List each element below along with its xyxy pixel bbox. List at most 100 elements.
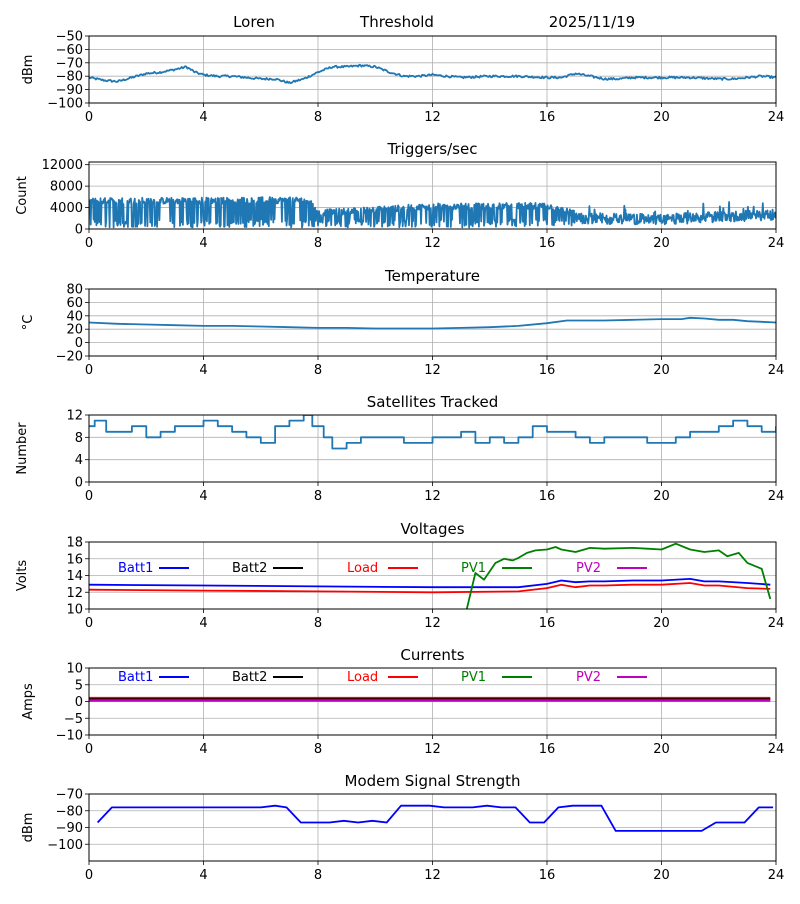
plot-frame [88, 667, 777, 736]
x-tick-label: 0 [85, 110, 93, 125]
x-tick-label: 24 [768, 363, 785, 378]
x-tick-label: 24 [768, 110, 785, 125]
plot-frame [88, 161, 777, 230]
x-tick-label: 0 [85, 868, 93, 883]
y-tick-label: −100 [47, 838, 83, 853]
series-group [89, 196, 776, 229]
x-tick-label: 0 [85, 363, 93, 378]
y-tick-label: 16 [66, 552, 83, 567]
x-tick-label: 4 [199, 110, 207, 125]
header-date: 2025/11/19 [549, 13, 635, 31]
x-tick-label: 0 [85, 742, 93, 757]
chart-panel-1: 0 4 8 12 16 20 24 12000 8000 4000 0 Triggers/sec Cou… [15, 140, 784, 251]
y-tick-label: 40 [66, 309, 83, 324]
y-tick-label: 0 [75, 223, 83, 238]
x-tick-label: 20 [653, 110, 670, 125]
x-tick-label: 24 [768, 236, 785, 251]
y-tick-label: 8 [75, 431, 83, 446]
legend-item-pv2: PV2 [576, 561, 647, 576]
y-tick-label: 12000 [42, 158, 83, 173]
series-line-modem [96, 804, 774, 832]
y-tick-label: −70 [56, 788, 83, 803]
x-tick-label: 20 [653, 742, 670, 757]
series-group [89, 316, 776, 330]
y-tick-label: 80 [66, 283, 83, 298]
y-tick-label: −10 [56, 729, 83, 744]
series-line-load [89, 582, 771, 594]
series-line-satellites [89, 415, 776, 450]
chart-title: Currents [400, 646, 464, 664]
plot-frame [88, 414, 777, 483]
legend-item-load: Load [347, 561, 418, 576]
plot-frame [88, 35, 777, 104]
series-group [89, 696, 771, 702]
series-group [89, 415, 776, 450]
x-tick-label: 24 [768, 616, 785, 631]
x-tick-label: 20 [653, 489, 670, 504]
series-group [96, 804, 774, 832]
header: Loren Threshold 2025/11/19 [233, 13, 635, 31]
x-tick-label: 16 [539, 110, 556, 125]
y-axis-label: dBm [21, 55, 36, 85]
y-tick-label: −5 [64, 712, 83, 727]
x-tick-label: 12 [424, 110, 441, 125]
series-line-noise [89, 63, 776, 85]
y-axis-label: Volts [15, 560, 30, 592]
y-tick-label: 18 [66, 536, 83, 551]
x-tick-label: 4 [199, 616, 207, 631]
x-tick-label: 4 [199, 489, 207, 504]
legend-label: PV2 [576, 561, 601, 576]
chart-title: Triggers/sec [387, 140, 478, 158]
series-line-temperature [89, 316, 776, 330]
chart-panel-6: 0 4 8 12 16 20 24 −70−80 −90 −100 Modem Signal Str… [21, 772, 784, 883]
header-mode: Threshold [359, 13, 434, 31]
x-tick-label: 12 [424, 236, 441, 251]
x-tick-label: 16 [539, 363, 556, 378]
x-tick-label: 8 [314, 616, 322, 631]
x-tick-label: 16 [539, 868, 556, 883]
y-tick-label: −90 [56, 83, 83, 98]
x-tick-label: 0 [85, 489, 93, 504]
x-tick-label: 0 [85, 616, 93, 631]
x-tick-label: 20 [653, 868, 670, 883]
y-tick-label: 60 [66, 296, 83, 311]
x-tick-label: 12 [424, 489, 441, 504]
y-tick-label: 20 [66, 323, 83, 338]
y-axis-label: °C [21, 315, 36, 331]
y-tick-label: −100 [47, 97, 83, 112]
legend-item-batt1: Batt1 [118, 561, 189, 576]
x-tick-label: 8 [314, 489, 322, 504]
y-tick-label: −80 [56, 70, 83, 85]
y-tick-label: 12 [66, 586, 83, 601]
legend-item-batt1: Batt1 [118, 670, 189, 685]
series-line-pv1 [465, 542, 772, 609]
x-tick-label: 8 [314, 236, 322, 251]
chart-title: Satellites Tracked [367, 393, 498, 411]
y-tick-label: 4000 [50, 201, 83, 216]
legend-label: Load [347, 670, 378, 685]
x-tick-label: 8 [314, 868, 322, 883]
x-tick-label: 4 [199, 363, 207, 378]
x-tick-label: 12 [424, 363, 441, 378]
legend-item-batt2: Batt2 [232, 670, 303, 685]
y-tick-label: 8000 [50, 180, 83, 195]
series-line-batt1 [89, 578, 771, 589]
y-tick-label: 5 [75, 678, 83, 693]
series-line-triggers [89, 196, 776, 229]
y-axis-label: Amps [21, 683, 36, 720]
chart-title: Modem Signal Strength [345, 772, 521, 790]
x-tick-label: 4 [199, 868, 207, 883]
chart-title: Voltages [400, 520, 464, 538]
y-tick-label: −80 [56, 804, 83, 819]
y-axis-label: Number [15, 422, 30, 475]
legend-item-pv1: PV1 [461, 561, 532, 576]
x-tick-label: 20 [653, 363, 670, 378]
y-tick-label: −90 [56, 821, 83, 836]
y-axis-label: Count [15, 176, 30, 215]
x-tick-label: 16 [539, 616, 556, 631]
x-tick-label: 4 [199, 236, 207, 251]
x-tick-label: 20 [653, 616, 670, 631]
